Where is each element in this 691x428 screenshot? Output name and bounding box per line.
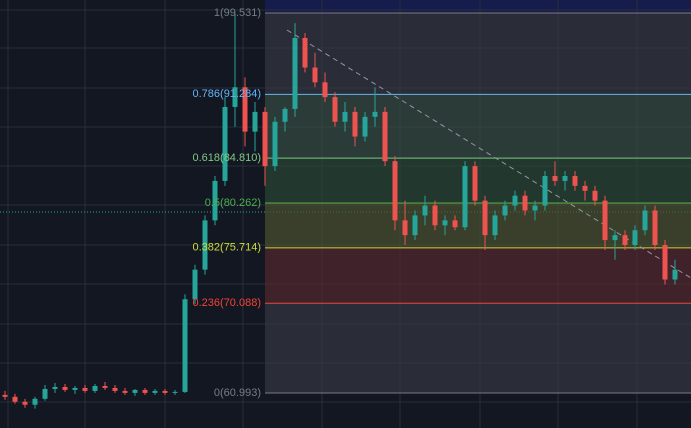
candle-body [82, 387, 88, 391]
candle-body [482, 200, 488, 236]
fib-zone [265, 247, 691, 304]
fib-label: 0.618(84.810) [193, 152, 262, 164]
candle-body [572, 175, 578, 186]
candle-body [152, 390, 158, 393]
candle-body [42, 388, 48, 399]
candle-body [22, 401, 28, 405]
candle-body [112, 387, 118, 391]
candle-body [232, 87, 238, 107]
fib-label: 1(99.531) [214, 7, 261, 19]
candle-body [362, 116, 368, 137]
fib-label: 0.786(91.284) [193, 88, 262, 100]
candle-body [272, 121, 278, 167]
candles [2, 13, 678, 409]
fib-zone [265, 94, 691, 159]
candle-body [122, 390, 128, 393]
fib-zone [265, 303, 691, 393]
candle-body [422, 205, 428, 216]
candle-body [52, 386, 58, 389]
fib-label: 0.5(80.262) [205, 197, 261, 209]
candle-body [302, 37, 308, 68]
candle-body [502, 205, 508, 216]
candle-body [292, 37, 298, 109]
candle-body [382, 111, 388, 162]
candle-body [392, 161, 398, 221]
candle-body [282, 108, 288, 122]
candle-body [542, 175, 548, 206]
fib-labels: 1(99.531) 0.786(91.284) 0.618(84.810) 0.5(8… [193, 7, 262, 399]
candle-body [432, 205, 438, 226]
candle-body [162, 390, 168, 393]
candle-body [132, 389, 138, 393]
trend-line [286, 29, 691, 279]
candle-body [92, 385, 98, 391]
candle-body [352, 111, 358, 137]
candle-body [462, 166, 468, 228]
fib-zone [265, 202, 691, 248]
fib-label: 0.382(75.714) [193, 242, 262, 254]
candle-body [322, 82, 328, 98]
candle-body [212, 180, 218, 221]
candle-body [62, 386, 68, 390]
candle-body [622, 235, 628, 246]
candle-body [312, 67, 318, 83]
fib-zone [265, 13, 691, 95]
candle-body [652, 210, 658, 246]
candle-body [522, 195, 528, 211]
fib-label: 0(60.993) [214, 387, 261, 399]
candle-body [452, 220, 458, 228]
candle-body [602, 200, 608, 241]
candle-body [182, 299, 188, 392]
candle-body [472, 166, 478, 201]
candle-body [642, 210, 648, 231]
fib-zone [265, 158, 691, 203]
candle-body [562, 175, 568, 181]
top-zone [265, 0, 691, 13]
candle-body [612, 235, 618, 241]
candle-body [192, 269, 198, 300]
candle-body [402, 220, 408, 236]
candle-body [672, 269, 678, 280]
candle-body [252, 111, 258, 132]
candle-body [2, 394, 8, 397]
candle-body [372, 111, 378, 117]
candle-body [442, 220, 448, 226]
candle-body [332, 97, 338, 122]
candle-body [342, 111, 348, 122]
fib-zones [265, 12, 691, 394]
candle-body [492, 215, 498, 236]
candle-body [12, 396, 18, 402]
candle-body [662, 245, 668, 280]
candle-body [512, 195, 518, 206]
candle-body [242, 87, 248, 132]
candle-body [592, 190, 598, 201]
candle-body [582, 185, 588, 191]
candle-body [412, 215, 418, 236]
candle-body [552, 175, 558, 181]
fib-label: 0.236(70.088) [193, 297, 262, 309]
candle-body [102, 385, 108, 388]
candle-body [72, 387, 78, 390]
candle-body [532, 205, 538, 211]
candle-body [142, 389, 148, 393]
candle-body [202, 220, 208, 270]
candle-body [262, 111, 268, 167]
candle-body [172, 391, 178, 393]
candle-body [632, 230, 638, 246]
candle-body [222, 106, 228, 181]
candle-body [32, 398, 38, 405]
